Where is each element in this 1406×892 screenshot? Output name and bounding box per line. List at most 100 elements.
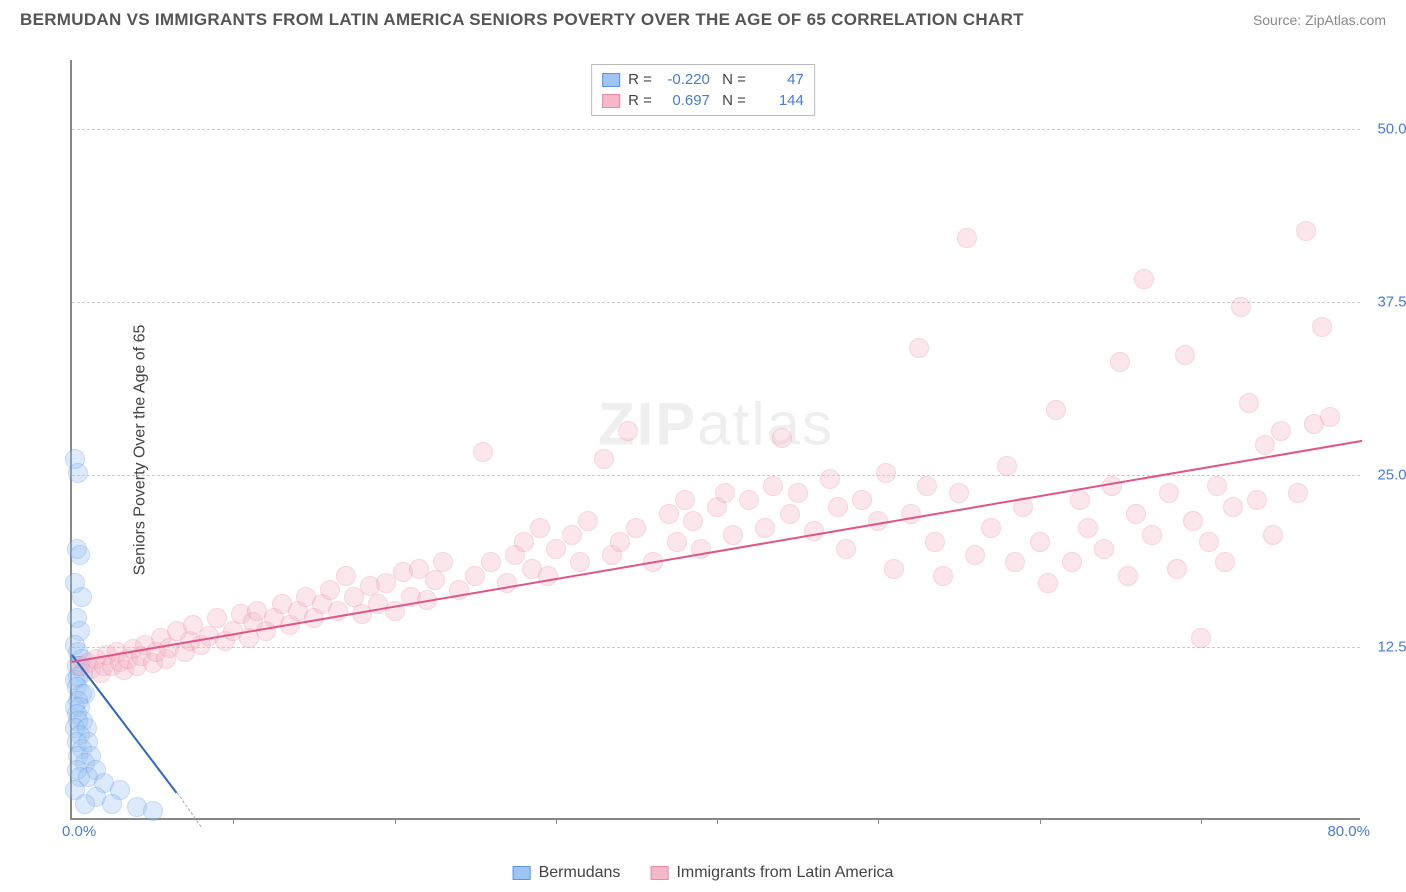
data-point xyxy=(659,504,679,524)
data-point xyxy=(901,504,921,524)
data-point xyxy=(804,521,824,541)
data-point xyxy=(102,794,122,814)
data-point xyxy=(1288,483,1308,503)
y-tick-label: 50.0% xyxy=(1377,121,1406,138)
data-point xyxy=(788,483,808,503)
data-point xyxy=(836,539,856,559)
data-point xyxy=(1231,297,1251,317)
data-point xyxy=(852,490,872,510)
chart-container: Seniors Poverty Over the Age of 65 ZIPat… xyxy=(20,40,1386,860)
data-point xyxy=(1167,559,1187,579)
data-point xyxy=(1183,511,1203,531)
n-label: N = xyxy=(718,69,746,90)
data-point xyxy=(933,566,953,586)
gridline xyxy=(72,647,1360,648)
data-point xyxy=(68,463,88,483)
data-point xyxy=(1070,490,1090,510)
data-point xyxy=(1110,352,1130,372)
data-point xyxy=(1062,552,1082,572)
data-point xyxy=(626,518,646,538)
data-point xyxy=(876,463,896,483)
data-point xyxy=(755,518,775,538)
legend-label-2: Immigrants from Latin America xyxy=(676,864,893,882)
data-point xyxy=(683,511,703,531)
data-point xyxy=(1223,497,1243,517)
data-point xyxy=(715,483,735,503)
data-point xyxy=(667,532,687,552)
swatch-series-2-b xyxy=(650,866,668,880)
data-point xyxy=(1215,552,1235,572)
trend-line xyxy=(72,440,1362,663)
data-point xyxy=(546,539,566,559)
data-point xyxy=(675,490,695,510)
stats-legend: R = -0.220 N = 47 R = 0.697 N = 144 xyxy=(591,64,815,116)
data-point xyxy=(497,573,517,593)
data-point xyxy=(514,532,534,552)
data-point xyxy=(1239,393,1259,413)
data-point xyxy=(336,566,356,586)
legend-item-1: Bermudans xyxy=(513,864,621,882)
r-value-1: -0.220 xyxy=(660,69,710,90)
x-tick xyxy=(1201,818,1202,824)
data-point xyxy=(925,532,945,552)
x-tick xyxy=(395,818,396,824)
data-point xyxy=(997,456,1017,476)
data-point xyxy=(75,794,95,814)
data-point xyxy=(538,566,558,586)
chart-title: BERMUDAN VS IMMIGRANTS FROM LATIN AMERIC… xyxy=(20,10,1024,30)
data-point xyxy=(1271,421,1291,441)
legend-label-1: Bermudans xyxy=(539,864,621,882)
data-point xyxy=(1102,476,1122,496)
data-point xyxy=(1320,407,1340,427)
data-point xyxy=(618,421,638,441)
data-point xyxy=(763,476,783,496)
y-tick-label: 37.5% xyxy=(1377,293,1406,310)
n-value-2: 144 xyxy=(754,90,804,111)
data-point xyxy=(594,449,614,469)
x-tick xyxy=(1040,818,1041,824)
data-point xyxy=(965,545,985,565)
data-point xyxy=(570,552,590,572)
plot-area: ZIPatlas 0.0% 80.0% 12.5%25.0%37.5%50.0% xyxy=(70,60,1360,820)
data-point xyxy=(1005,552,1025,572)
data-point xyxy=(780,504,800,524)
data-point xyxy=(530,518,550,538)
x-tick-max: 80.0% xyxy=(1327,823,1370,840)
data-point xyxy=(1175,345,1195,365)
x-tick xyxy=(878,818,879,824)
data-point xyxy=(1094,539,1114,559)
data-point xyxy=(1247,490,1267,510)
data-point xyxy=(481,552,501,572)
chart-source: Source: ZipAtlas.com xyxy=(1253,12,1386,28)
data-point xyxy=(578,511,598,531)
data-point xyxy=(70,545,90,565)
data-point xyxy=(425,570,445,590)
data-point xyxy=(433,552,453,572)
data-point xyxy=(562,525,582,545)
data-point xyxy=(1078,518,1098,538)
data-point xyxy=(1207,476,1227,496)
data-point xyxy=(1312,317,1332,337)
data-point xyxy=(1030,532,1050,552)
data-point xyxy=(909,338,929,358)
data-point xyxy=(949,483,969,503)
stats-row-2: R = 0.697 N = 144 xyxy=(602,90,804,111)
data-point xyxy=(1126,504,1146,524)
data-point xyxy=(143,801,163,821)
data-point xyxy=(772,428,792,448)
r-label: R = xyxy=(628,90,652,111)
data-point xyxy=(473,442,493,462)
x-tick xyxy=(233,818,234,824)
data-point xyxy=(981,518,1001,538)
y-tick-label: 25.0% xyxy=(1377,466,1406,483)
data-point xyxy=(72,587,92,607)
gridline xyxy=(72,129,1360,130)
data-point xyxy=(1191,628,1211,648)
data-point xyxy=(828,497,848,517)
bottom-legend: Bermudans Immigrants from Latin America xyxy=(513,864,894,882)
data-point xyxy=(957,228,977,248)
data-point xyxy=(1199,532,1219,552)
y-tick-label: 12.5% xyxy=(1377,639,1406,656)
data-point xyxy=(465,566,485,586)
r-label: R = xyxy=(628,69,652,90)
